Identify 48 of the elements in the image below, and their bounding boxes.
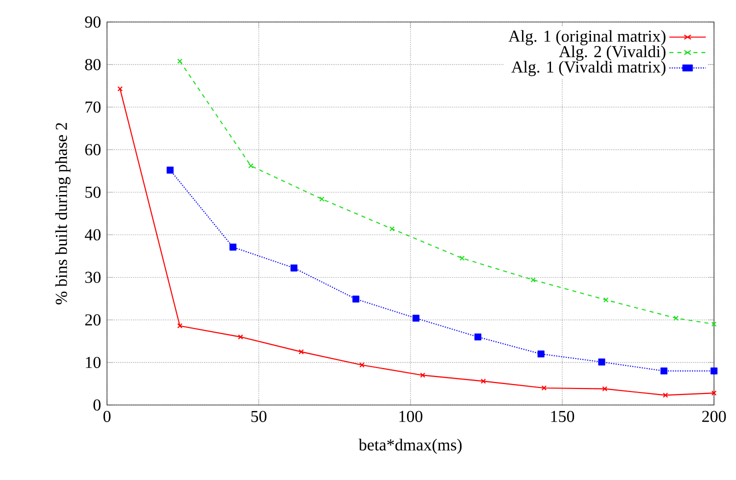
point — [602, 386, 608, 392]
point — [662, 392, 668, 398]
point — [352, 296, 360, 303]
y-tick-label: 70 — [86, 102, 101, 113]
point — [389, 226, 395, 232]
x-tick-label: 100 — [399, 410, 422, 422]
y-tick-label: 80 — [85, 58, 101, 70]
legend-label: Alg. 1 (Vivaldi matrix) — [511, 60, 666, 76]
point — [229, 244, 236, 251]
point — [474, 333, 482, 340]
point — [420, 372, 426, 378]
point — [480, 378, 486, 384]
y-tick-label: 30 — [85, 272, 101, 283]
x-tick-label: 50 — [251, 410, 266, 422]
point — [711, 322, 717, 327]
point — [710, 367, 718, 374]
point — [459, 256, 465, 261]
point — [177, 58, 182, 64]
point — [319, 196, 324, 202]
point — [359, 362, 365, 368]
legend-label: Alg. 1 (original matrix) — [508, 30, 666, 46]
point — [166, 166, 174, 174]
y-axis-title: % bins built during phase 2 — [55, 122, 70, 304]
legend-label: Alg. 2 (Vivaldi) — [559, 46, 666, 61]
point — [290, 264, 298, 272]
point — [673, 316, 679, 321]
point — [660, 367, 668, 374]
y-tick-label: 10 — [86, 356, 101, 368]
point — [238, 334, 244, 340]
y-tick-label: 40 — [84, 229, 101, 240]
point — [248, 163, 254, 168]
point — [603, 297, 609, 303]
y-tick-label: 90 — [85, 16, 101, 28]
point — [530, 277, 536, 282]
point — [177, 323, 182, 328]
point — [412, 314, 420, 322]
point — [538, 350, 544, 358]
point — [541, 385, 547, 391]
y-tick-label: 50 — [85, 186, 101, 198]
y-tick-label: 20 — [85, 314, 101, 326]
point — [298, 349, 304, 354]
x-tick-label: 0 — [103, 410, 111, 422]
x-tick-label: 150 — [551, 410, 574, 422]
y-tick-label: 60 — [85, 144, 101, 156]
y-tick-label: 0 — [93, 399, 101, 411]
x-axis-title: beta*dmax(ms) — [358, 438, 462, 454]
x-tick-label: 200 — [702, 410, 726, 422]
point — [598, 358, 606, 366]
